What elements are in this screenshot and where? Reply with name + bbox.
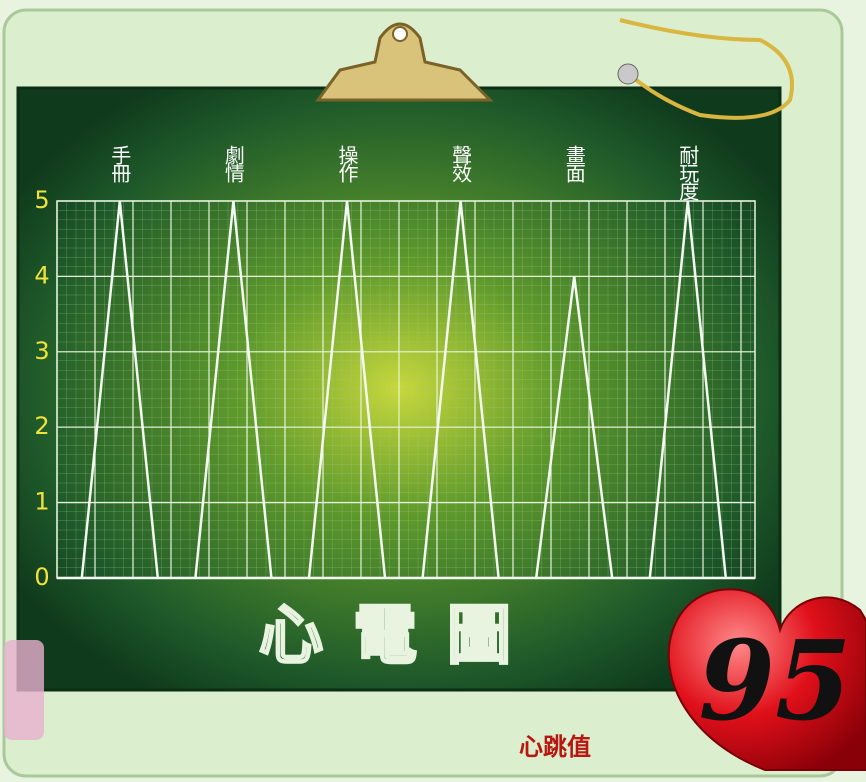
x-tick-label: 手冊: [108, 145, 132, 183]
score: 95: [698, 616, 851, 745]
peak: [648, 200, 728, 579]
x-tick-label: 劇情: [221, 145, 245, 183]
peak: [307, 200, 387, 579]
x-tick-label: 畫面: [562, 145, 586, 183]
y-tick-label: 0: [34, 563, 49, 591]
y-tick-label: 4: [34, 261, 49, 289]
clip: [315, 22, 494, 102]
clip-hole: [392, 26, 408, 42]
x-tick-label: 聲效: [449, 145, 473, 183]
test-tube: [4, 640, 44, 740]
peak: [194, 200, 273, 579]
y-tick-label: 1: [34, 488, 49, 516]
peak: [80, 200, 160, 579]
y-tick-label: 3: [34, 337, 49, 365]
heart: [667, 588, 866, 771]
stethoscope-head: [617, 63, 639, 85]
chart-title: 心電圖: [259, 600, 541, 674]
y-tick-label: 2: [34, 412, 49, 440]
x-tick-label: 耐玩度: [676, 145, 700, 201]
stethoscope: [619, 18, 794, 120]
peak: [534, 276, 614, 579]
peak: [421, 200, 500, 579]
x-tick-label: 操作: [335, 145, 359, 183]
score-caption: 心跳值: [519, 733, 591, 761]
y-tick-label: 5: [34, 186, 49, 214]
